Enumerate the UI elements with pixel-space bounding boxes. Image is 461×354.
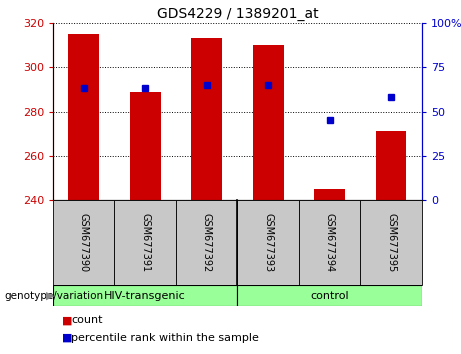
Bar bbox=[191, 39, 222, 200]
Text: GSM677392: GSM677392 bbox=[201, 213, 212, 272]
Bar bbox=[237, 285, 422, 306]
Text: percentile rank within the sample: percentile rank within the sample bbox=[71, 333, 260, 343]
Text: GSM677395: GSM677395 bbox=[386, 213, 396, 272]
Text: ▶: ▶ bbox=[46, 291, 54, 301]
Text: control: control bbox=[310, 291, 349, 301]
Title: GDS4229 / 1389201_at: GDS4229 / 1389201_at bbox=[157, 7, 318, 21]
Text: GSM677394: GSM677394 bbox=[325, 213, 335, 272]
Bar bbox=[130, 92, 160, 200]
Text: ■: ■ bbox=[62, 333, 73, 343]
Bar bbox=[253, 45, 284, 200]
Bar bbox=[68, 34, 99, 200]
Text: GSM677391: GSM677391 bbox=[140, 213, 150, 272]
Bar bbox=[53, 200, 114, 285]
Text: genotype/variation: genotype/variation bbox=[5, 291, 104, 301]
Bar bbox=[114, 200, 176, 285]
Bar bbox=[314, 189, 345, 200]
Bar bbox=[53, 285, 237, 306]
Bar bbox=[299, 200, 361, 285]
Text: GSM677390: GSM677390 bbox=[79, 213, 89, 272]
Bar bbox=[176, 200, 237, 285]
Text: count: count bbox=[71, 315, 103, 325]
Bar bbox=[376, 131, 407, 200]
Text: GSM677393: GSM677393 bbox=[263, 213, 273, 272]
Text: HIV-transgenic: HIV-transgenic bbox=[104, 291, 186, 301]
Bar bbox=[361, 200, 422, 285]
Bar bbox=[237, 200, 299, 285]
Text: ■: ■ bbox=[62, 315, 73, 325]
